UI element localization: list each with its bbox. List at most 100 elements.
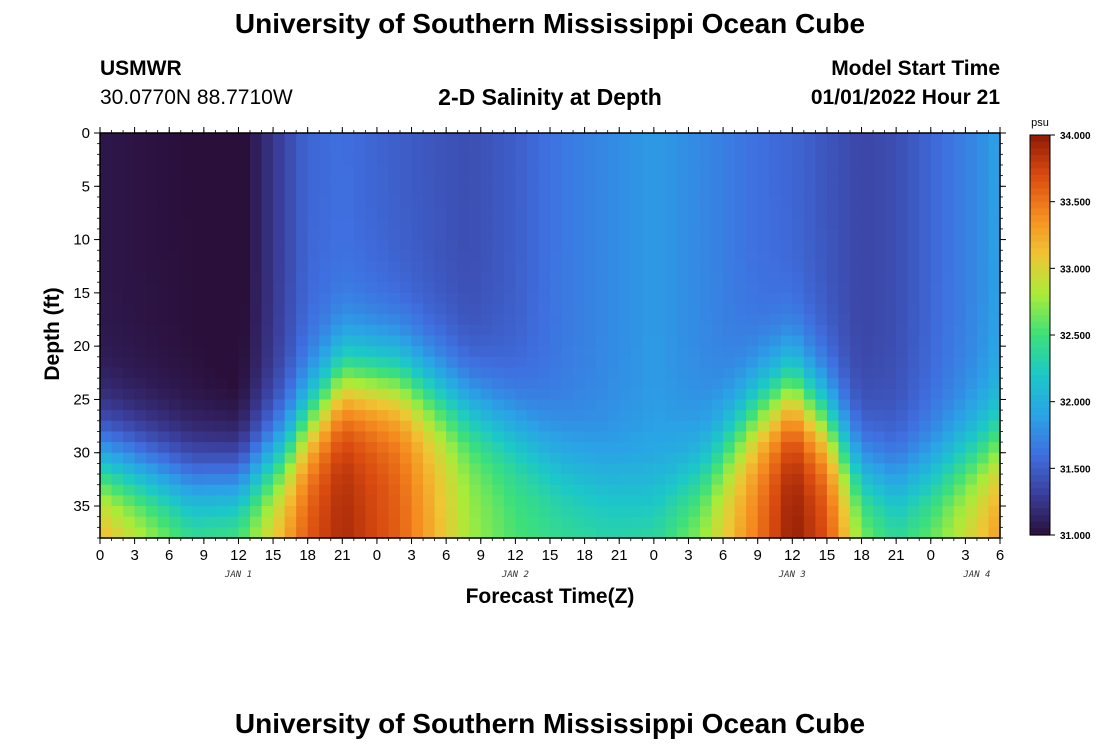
heatmap-cell	[446, 378, 459, 390]
heatmap-cell	[711, 463, 724, 475]
heatmap-cell	[330, 250, 343, 262]
heatmap-cell	[561, 303, 574, 315]
heatmap-cell	[988, 133, 1001, 145]
heatmap-cell	[550, 431, 563, 443]
heatmap-cell	[365, 367, 378, 379]
heatmap-cell	[423, 303, 436, 315]
heatmap-cell	[134, 250, 147, 262]
heatmap-cell	[434, 143, 447, 155]
heatmap-cell	[538, 452, 551, 464]
heatmap-cell	[157, 442, 170, 454]
heatmap-cell	[665, 442, 678, 454]
heatmap-cell	[953, 271, 966, 283]
heatmap-cell	[538, 378, 551, 390]
heatmap-cell	[896, 186, 909, 198]
colorbar-step	[1030, 221, 1050, 229]
heatmap-cell	[238, 516, 251, 528]
heatmap-cell	[342, 314, 355, 326]
heatmap-cell	[411, 452, 424, 464]
heatmap-cell	[780, 356, 793, 369]
heatmap-cell	[550, 271, 563, 283]
heatmap-cell	[388, 506, 401, 518]
heatmap-cell	[330, 196, 343, 209]
heatmap-cell	[123, 164, 136, 177]
heatmap-cell	[100, 218, 113, 230]
heatmap-cell	[873, 196, 886, 209]
heatmap-cell	[630, 292, 643, 305]
heatmap-cell	[169, 154, 182, 166]
heatmap-cell	[180, 207, 193, 219]
heatmap-cell	[665, 314, 678, 326]
heatmap-cell	[250, 282, 263, 294]
heatmap-cell	[642, 335, 655, 347]
heatmap-cell	[353, 431, 366, 443]
heatmap-cell	[215, 356, 228, 369]
heatmap-cell	[226, 378, 240, 390]
heatmap-cell	[919, 324, 932, 337]
x-tick-label: 15	[819, 547, 836, 564]
heatmap-cell	[226, 335, 240, 347]
heatmap-cell	[469, 282, 482, 294]
heatmap-cell	[203, 292, 216, 305]
heatmap-cell	[296, 420, 309, 433]
heatmap-cell	[111, 388, 124, 401]
heatmap-cell	[388, 367, 401, 379]
heatmap-cell	[100, 207, 113, 219]
heatmap-cell	[111, 484, 124, 496]
heatmap-cell	[111, 495, 124, 507]
heatmap-cell	[688, 527, 701, 539]
heatmap-cell	[100, 495, 113, 507]
heatmap-cell	[157, 356, 170, 369]
heatmap-cell	[976, 431, 990, 443]
heatmap-cell	[353, 495, 366, 507]
heatmap-cell	[146, 484, 159, 496]
heatmap-cell	[146, 452, 159, 464]
colorbar-step	[1030, 161, 1050, 169]
heatmap-cell	[400, 260, 413, 273]
heatmap-cell	[296, 260, 309, 273]
heatmap-cell	[873, 474, 886, 486]
heatmap-cell	[780, 143, 793, 155]
heatmap-cell	[342, 506, 355, 518]
heatmap-cell	[873, 324, 886, 337]
heatmap-cell	[700, 282, 713, 294]
heatmap-cell	[538, 164, 551, 177]
heatmap-cell	[826, 186, 840, 198]
heatmap-cell	[711, 431, 724, 443]
colorbar-step	[1030, 241, 1050, 249]
heatmap-cell	[734, 346, 747, 358]
heatmap-cell	[123, 228, 136, 241]
heatmap-cell	[515, 410, 528, 422]
heatmap-cell	[515, 154, 528, 166]
heatmap-cell	[942, 484, 955, 496]
heatmap-cell	[942, 410, 955, 422]
heatmap-cell	[838, 292, 851, 305]
heatmap-cell	[192, 484, 205, 496]
heatmap-cell	[907, 399, 920, 411]
heatmap-cell	[642, 378, 655, 390]
heatmap-cell	[907, 442, 920, 454]
heatmap-cell	[561, 346, 574, 358]
colorbar-step	[1030, 135, 1050, 143]
heatmap-cell	[711, 527, 724, 539]
heatmap-cell	[665, 324, 678, 337]
colorbar-step	[1030, 508, 1050, 516]
heatmap-cell	[815, 133, 828, 145]
heatmap-cell	[930, 239, 943, 251]
heatmap-cell	[296, 292, 309, 305]
heatmap-cell	[619, 250, 632, 262]
heatmap-cell	[169, 516, 182, 528]
heatmap-cell	[676, 292, 690, 305]
heatmap-cell	[596, 420, 609, 433]
heatmap-cell	[700, 388, 713, 401]
heatmap-cell	[896, 260, 909, 273]
heatmap-cell	[861, 474, 874, 486]
heatmap-cell	[930, 420, 943, 433]
heatmap-cell	[607, 175, 620, 187]
heatmap-cell	[884, 282, 897, 294]
heatmap-cell	[238, 314, 251, 326]
heatmap-cell	[134, 218, 147, 230]
heatmap-cell	[596, 207, 609, 219]
heatmap-cell	[861, 399, 874, 411]
heatmap-cell	[388, 228, 401, 241]
